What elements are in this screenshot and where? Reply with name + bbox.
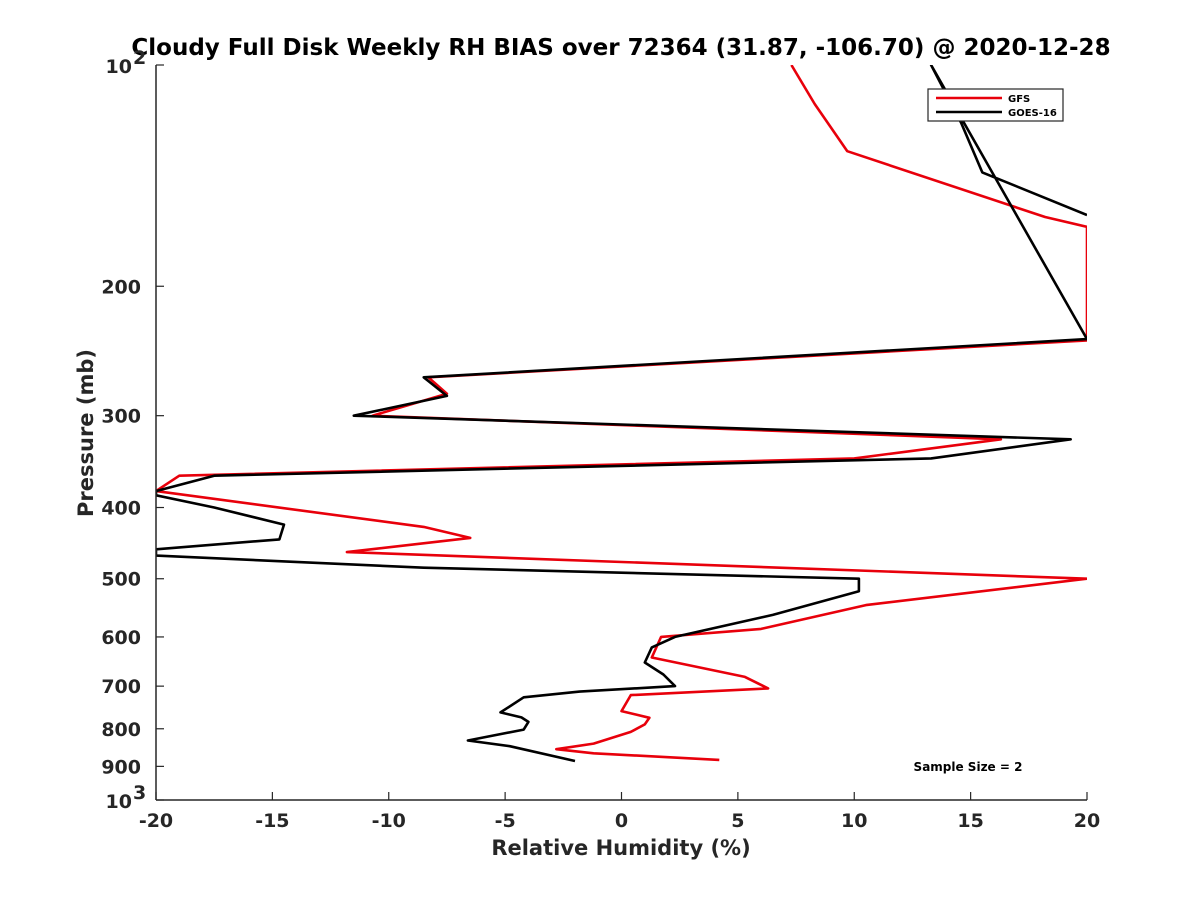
- y-tick-label: 600: [101, 627, 141, 649]
- y-tick-label: 900: [101, 756, 141, 778]
- plot-area: [156, 65, 1087, 763]
- y-tick-label: 500: [101, 569, 141, 591]
- x-tick-label: 5: [731, 810, 744, 832]
- x-tick-label: -15: [255, 810, 289, 832]
- x-tick-label: 10: [841, 810, 867, 832]
- y-tick-label: 700: [101, 676, 141, 698]
- legend-box: [927, 88, 1064, 122]
- legend-label: GOES-16: [1008, 108, 1057, 119]
- x-tick-label: -5: [495, 810, 516, 832]
- chart-title: Cloudy Full Disk Weekly RH BIAS over 723…: [131, 35, 1110, 61]
- y-tick-label: 800: [101, 719, 141, 741]
- x-tick-label: -20: [139, 810, 173, 832]
- legend: GFS GOES-16: [927, 88, 1064, 122]
- y-tick-label: 300: [101, 406, 141, 428]
- y-tick-label: 10: [106, 56, 132, 78]
- sample-size-annotation: Sample Size = 2: [914, 760, 1023, 774]
- series-line-goes-16: [156, 65, 1087, 763]
- x-tick-label: -10: [372, 810, 406, 832]
- y-tick-exponent: 2: [133, 47, 146, 69]
- x-axis-ticks: -20 -15 -10 -5 0 5 10 15 20: [139, 792, 1100, 832]
- y-tick-exponent: 3: [133, 782, 146, 804]
- y-axis-label: Pressure (mb): [74, 349, 98, 517]
- y-tick-label: 10: [106, 791, 132, 813]
- x-tick-label: 20: [1074, 810, 1100, 832]
- y-tick-label: 400: [101, 498, 141, 520]
- legend-label: GFS: [1008, 94, 1030, 105]
- x-tick-label: 15: [957, 810, 983, 832]
- x-axis-label: Relative Humidity (%): [491, 836, 750, 860]
- x-tick-label: 0: [615, 810, 628, 832]
- y-tick-label: 200: [101, 276, 141, 298]
- series-lines: [156, 65, 1087, 763]
